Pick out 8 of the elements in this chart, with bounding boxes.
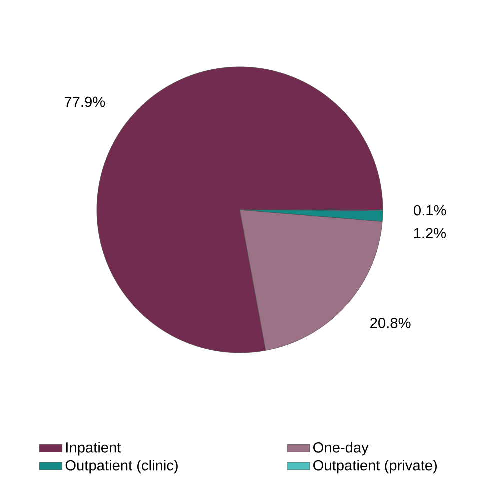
legend-label: Inpatient <box>66 442 122 456</box>
legend-label: One-day <box>314 442 369 456</box>
legend-label: Outpatient (clinic) <box>66 460 178 474</box>
data-label: 1.2% <box>414 228 446 239</box>
data-label: 20.8% <box>370 318 411 328</box>
legend-label: Outpatient (private) <box>314 460 437 474</box>
data-label: 0.1% <box>414 205 446 216</box>
data-label: 77.9% <box>64 96 106 108</box>
